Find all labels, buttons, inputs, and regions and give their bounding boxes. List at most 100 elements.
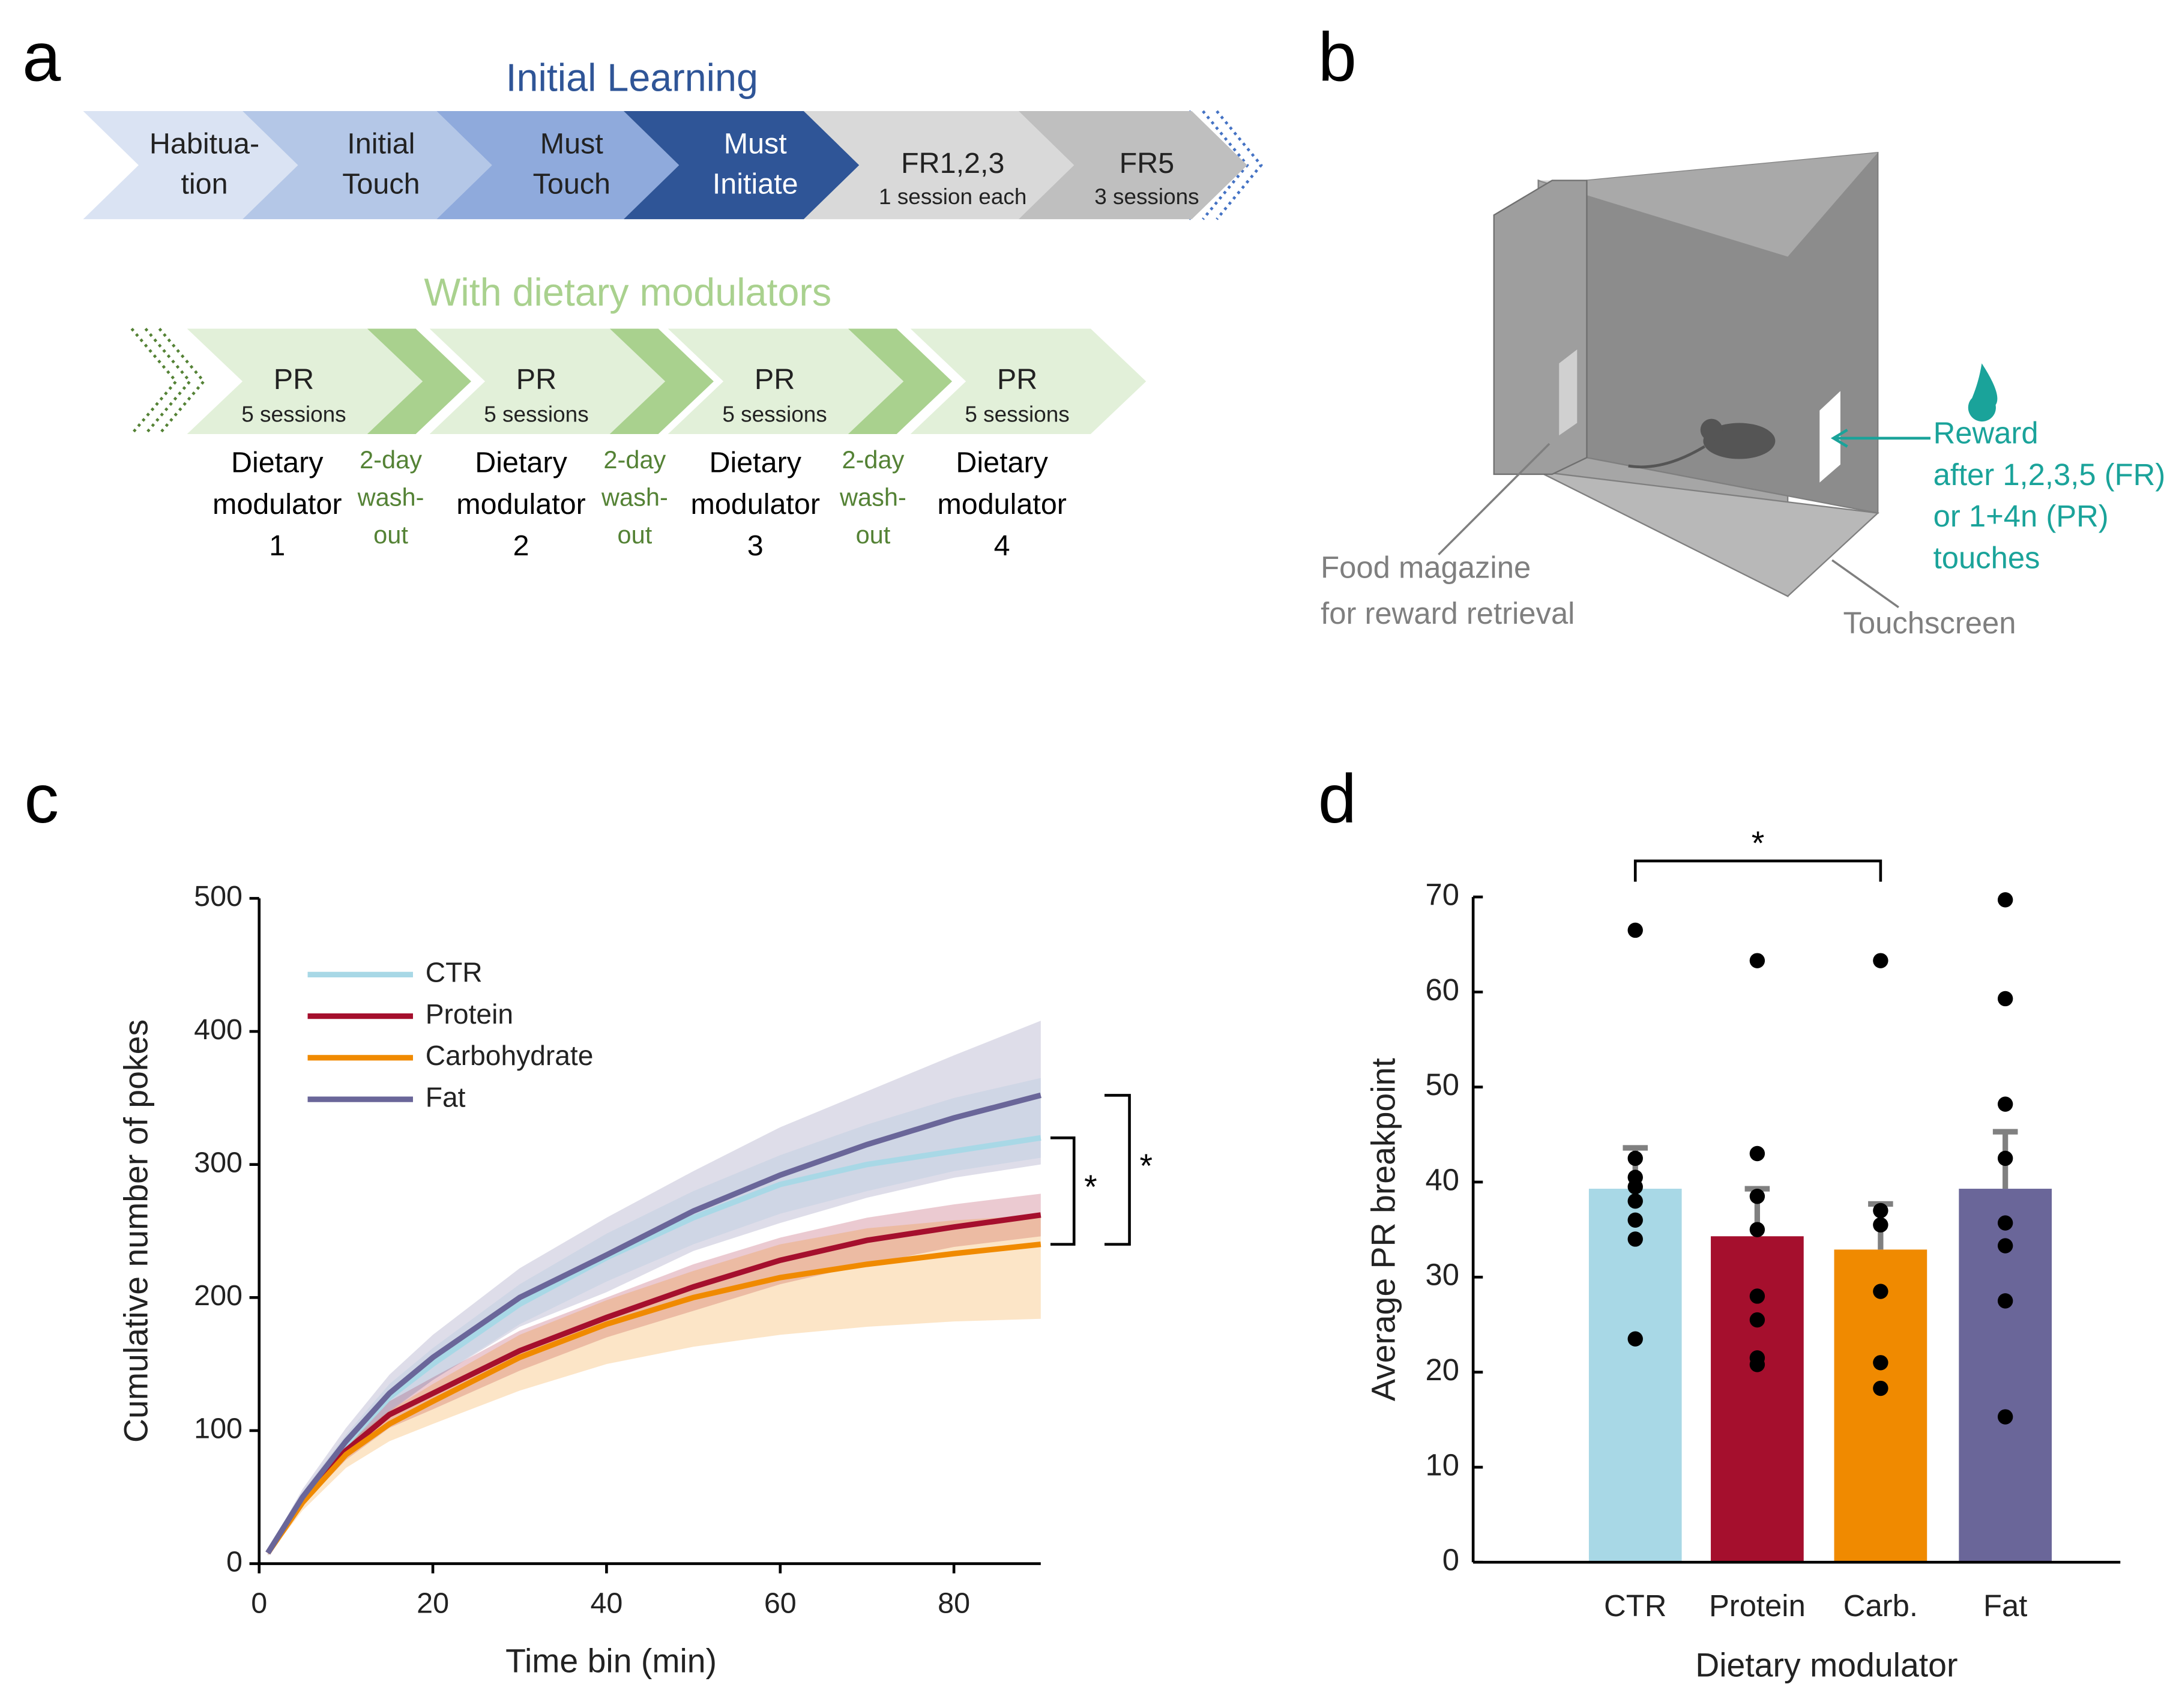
- screen-pointer: [1831, 559, 1899, 608]
- title: Initial Learning: [506, 55, 758, 99]
- washout-label: 2-day: [603, 445, 666, 474]
- washout-chevron: [609, 328, 714, 434]
- modulator-label: modulator: [690, 488, 820, 521]
- step-label: Habitua-: [149, 128, 259, 160]
- step: [243, 111, 492, 220]
- step-label: Must: [724, 128, 788, 160]
- y-tick-label: 200: [194, 1279, 243, 1312]
- magazine-pointer: [1438, 442, 1551, 556]
- modulator-label: 3: [747, 530, 764, 562]
- y-tick-label: 40: [1426, 1162, 1459, 1197]
- data-point: [1997, 892, 2013, 908]
- y-tick-label: 30: [1426, 1258, 1459, 1292]
- data-point: [1873, 1217, 1888, 1233]
- y-tick-label: 70: [1426, 877, 1459, 911]
- step-label: Must: [540, 128, 604, 160]
- step: [1018, 111, 1247, 220]
- band: [268, 1021, 1041, 1556]
- step-label: Touch: [342, 168, 420, 201]
- data-point: [1997, 1150, 2013, 1166]
- line: [265, 1242, 1041, 1555]
- legend-label: CTR: [426, 957, 483, 988]
- panel-label: b: [1318, 19, 1357, 96]
- bracket: [1050, 1136, 1076, 1246]
- x-tick-label: Carb.: [1843, 1589, 1918, 1623]
- bracket: [1633, 859, 1882, 882]
- data-point: [1749, 1288, 1765, 1304]
- legend-label: Carbohydrate: [426, 1040, 594, 1071]
- washout-label: out: [373, 521, 408, 549]
- mouse-head: [1700, 418, 1723, 441]
- y-label: Cumulative number of pokes: [118, 1019, 155, 1443]
- drop: [1968, 363, 1998, 422]
- pr-block: [910, 328, 1147, 434]
- pr-label: PR: [755, 363, 795, 396]
- pr-label: PR: [997, 363, 1037, 396]
- x-tick-label: Fat: [1983, 1589, 2027, 1623]
- line: [265, 1092, 1041, 1555]
- pr-block: [187, 328, 423, 434]
- washout-label: 2-day: [360, 445, 422, 474]
- step-sub: 3 sessions: [1094, 184, 1199, 209]
- step-label: Initiate: [713, 168, 798, 201]
- x-tick-label: 20: [417, 1587, 449, 1620]
- y-tick-label: 100: [194, 1413, 243, 1445]
- data-point: [1997, 991, 2013, 1007]
- modulator-label: modulator: [456, 488, 586, 521]
- x-tick-label: Protein: [1709, 1589, 1806, 1623]
- step: [804, 111, 1074, 220]
- pr-sub: 5 sessions: [241, 402, 346, 427]
- x-tick-label: 60: [764, 1587, 797, 1620]
- data-point: [1873, 1284, 1888, 1299]
- modulator-label: 2: [513, 530, 529, 562]
- data-point: [1627, 1231, 1643, 1247]
- magazine-label: for reward retrieval: [1321, 596, 1575, 630]
- data-point: [1627, 1179, 1643, 1195]
- step: [83, 111, 298, 220]
- data-point: [1627, 1150, 1643, 1166]
- magazine-wall: [1493, 180, 1588, 475]
- data-point: [1997, 1238, 2013, 1254]
- y-tick-label: 50: [1426, 1067, 1459, 1102]
- data-point: [1997, 1096, 2013, 1112]
- data-point: [1873, 953, 1888, 968]
- pr-label: PR: [516, 363, 556, 396]
- bar: [1711, 1236, 1804, 1563]
- modulator-label: Dietary: [709, 447, 801, 479]
- y-tick-label: 500: [194, 880, 243, 913]
- step: [436, 111, 680, 220]
- data-point: [1749, 1222, 1765, 1237]
- data-point: [1627, 922, 1643, 938]
- modulator-label: Dietary: [956, 447, 1048, 479]
- data-point: [1749, 1189, 1765, 1204]
- pr-block: [429, 328, 666, 434]
- reward-label: touches: [1933, 540, 2040, 575]
- step-label: FR1,2,3: [901, 147, 1004, 180]
- x-label: Time bin (min): [505, 1642, 717, 1679]
- y-tick-label: 0: [1442, 1543, 1459, 1577]
- washout-label: wash-: [601, 483, 668, 511]
- pr-sub: 5 sessions: [722, 402, 827, 427]
- x-tick-label: 40: [590, 1587, 622, 1620]
- y-tick-label: 400: [194, 1013, 243, 1046]
- panel-label: d: [1318, 761, 1357, 837]
- step-label: tion: [181, 168, 228, 201]
- x-tick-label: CTR: [1604, 1589, 1666, 1623]
- y-tick-label: 0: [226, 1545, 243, 1578]
- washout-label: 2-day: [842, 445, 904, 474]
- y-tick-label: 300: [194, 1146, 243, 1178]
- x-label: Dietary modulator: [1695, 1646, 1958, 1683]
- screen: [1819, 391, 1840, 483]
- washout-label: wash-: [839, 483, 906, 511]
- data-point: [1873, 1203, 1888, 1219]
- washout-label: wash-: [357, 483, 424, 511]
- pr-label: PR: [274, 363, 314, 396]
- data-point: [1873, 1380, 1888, 1396]
- modulator-label: modulator: [212, 488, 342, 521]
- annotation: *: [1084, 1168, 1097, 1206]
- data-point: [1749, 953, 1765, 968]
- data-point: [1749, 1357, 1765, 1372]
- bar: [1588, 1189, 1682, 1563]
- data-point: [1749, 1312, 1765, 1328]
- washout-label: out: [617, 521, 652, 549]
